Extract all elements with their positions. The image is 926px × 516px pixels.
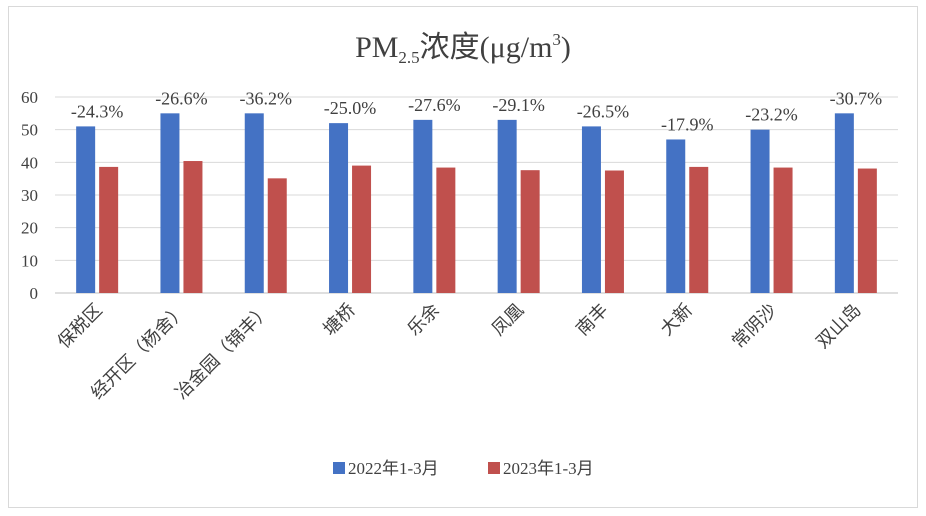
data-label-1: -26.6% <box>155 88 208 108</box>
x-tick-label-4: 乐余 <box>404 300 444 340</box>
data-label-6: -26.5% <box>577 101 630 121</box>
title-superscript: 3 <box>552 30 561 49</box>
bar-2023-8 <box>773 167 793 293</box>
title-subscript: 2.5 <box>398 48 420 67</box>
x-tick-label-7: 大新 <box>656 300 696 340</box>
bar-2022-5 <box>497 119 517 293</box>
title-main: PM <box>355 31 399 64</box>
y-tick-label-50: 50 <box>21 121 38 140</box>
x-tick-label-5: 凤凰 <box>488 300 528 340</box>
data-label-0: -24.3% <box>71 101 124 121</box>
bar-2023-3 <box>352 165 372 293</box>
data-label-2: -36.2% <box>240 88 293 108</box>
bar-2022-4 <box>413 119 433 293</box>
bar-2023-5 <box>520 170 540 293</box>
bar-2022-8 <box>750 129 770 293</box>
chart-title: PM2.5浓度(μg/m3) <box>0 22 926 68</box>
y-tick-label-10: 10 <box>21 251 38 270</box>
legend-label-1: 2023年1-3月 <box>503 459 594 478</box>
y-tick-label-30: 30 <box>21 186 38 205</box>
y-tick-label-40: 40 <box>21 153 38 172</box>
x-tick-label-0: 保税区 <box>54 300 106 352</box>
data-label-5: -29.1% <box>492 95 545 115</box>
x-tick-label-6: 南丰 <box>572 300 612 340</box>
title-middle: 浓度(μg/m <box>419 31 553 64</box>
bar-2022-6 <box>581 126 601 294</box>
title-end: ) <box>560 31 571 64</box>
legend-label-0: 2022年1-3月 <box>348 459 439 478</box>
bar-2022-2 <box>244 113 264 293</box>
data-label-7: -17.9% <box>661 114 714 134</box>
bar-2022-9 <box>834 113 854 293</box>
bar-2023-4 <box>436 167 456 293</box>
y-tick-label-0: 0 <box>30 284 39 303</box>
bar-2023-9 <box>857 168 877 293</box>
bar-2022-3 <box>329 123 349 293</box>
x-tick-label-8: 常阴沙 <box>728 300 780 352</box>
legend-swatch-1 <box>488 462 500 474</box>
bar-2022-0 <box>76 126 96 294</box>
y-tick-label-20: 20 <box>21 219 38 238</box>
bar-2023-1 <box>183 161 203 293</box>
x-tick-label-9: 双山岛 <box>812 300 864 352</box>
data-label-4: -27.6% <box>408 95 461 115</box>
bar-2023-6 <box>604 170 624 293</box>
data-label-9: -30.7% <box>830 88 883 108</box>
bar-2022-1 <box>160 113 180 293</box>
bar-2023-7 <box>689 166 709 293</box>
x-tick-label-3: 塘桥 <box>319 300 359 340</box>
y-tick-label-60: 60 <box>21 88 38 107</box>
legend-swatch-0 <box>333 462 345 474</box>
data-label-3: -25.0% <box>324 98 377 118</box>
bar-2023-0 <box>99 166 119 293</box>
data-label-8: -23.2% <box>745 105 798 125</box>
bar-2022-7 <box>666 139 686 293</box>
bar-2023-2 <box>267 178 287 293</box>
